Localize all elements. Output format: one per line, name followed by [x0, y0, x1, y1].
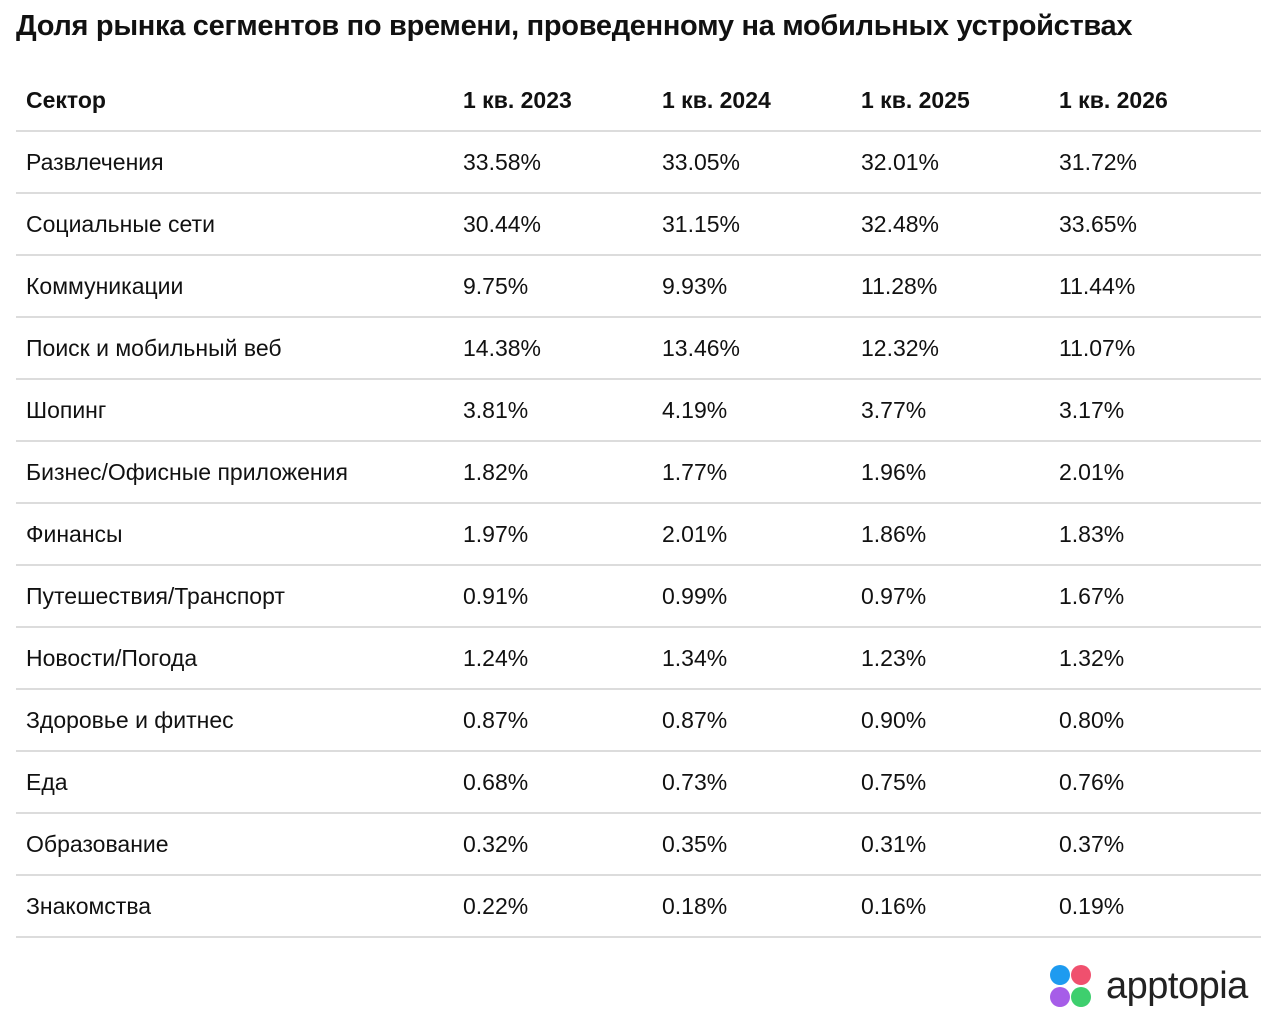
share-value-cell: 0.19% — [1059, 893, 1125, 919]
page-title: Доля рынка сегментов по времени, проведе… — [16, 10, 1133, 42]
sector-name-cell: Образование — [26, 831, 169, 857]
share-value-cell: 2.01% — [662, 521, 728, 547]
column-header: 1 кв. 2024 — [662, 87, 771, 113]
logo-dot-pink — [1071, 965, 1091, 985]
share-value-cell: 13.46% — [662, 335, 741, 361]
share-value-cell: 0.32% — [463, 831, 529, 857]
column-header: Сектор — [26, 87, 106, 113]
share-value-cell: 0.87% — [463, 707, 529, 733]
column-header: 1 кв. 2023 — [463, 87, 572, 113]
table-header-row: Сектор 1 кв. 2023 1 кв. 2024 1 кв. 2025 … — [16, 70, 1261, 132]
sector-name-cell: Развлечения — [26, 149, 164, 175]
sector-name-cell: Путешествия/Транспорт — [26, 583, 285, 609]
sector-name-cell: Социальные сети — [26, 211, 215, 237]
table-row: Поиск и мобильный веб 14.38% 13.46% 12.32% 1… — [16, 318, 1261, 380]
share-value-cell: 32.48% — [861, 211, 940, 237]
share-value-cell: 0.37% — [1059, 831, 1125, 857]
share-value-cell: 31.15% — [662, 211, 741, 237]
share-value-cell: 1.77% — [662, 459, 728, 485]
share-value-cell: 0.73% — [662, 769, 728, 795]
share-value-cell: 11.28% — [861, 273, 938, 299]
sector-name-cell: Здоровье и фитнес — [26, 707, 234, 733]
share-value-cell: 1.23% — [861, 645, 927, 671]
table-row: Здоровье и фитнес 0.87% 0.87% 0.90% 0.80% — [16, 690, 1261, 752]
table-row: Образование 0.32% 0.35% 0.31% 0.37% — [16, 814, 1261, 876]
apptopia-logo: apptopia — [1048, 962, 1263, 1012]
table-row: Еда 0.68% 0.73% 0.75% 0.76% — [16, 752, 1261, 814]
share-value-cell: 11.44% — [1059, 273, 1136, 299]
logo-text: apptopia — [1106, 965, 1248, 1007]
table-row: Знакомства 0.22% 0.18% 0.16% 0.19% — [16, 876, 1261, 938]
share-value-cell: 1.24% — [463, 645, 529, 671]
share-value-cell: 4.19% — [662, 397, 728, 423]
share-value-cell: 0.97% — [861, 583, 927, 609]
sector-name-cell: Коммуникации — [26, 273, 184, 299]
share-value-cell: 0.16% — [861, 893, 927, 919]
share-value-cell: 0.68% — [463, 769, 529, 795]
table-row: Финансы 1.97% 2.01% 1.86% 1.83% — [16, 504, 1261, 566]
share-value-cell: 9.75% — [463, 273, 529, 299]
share-value-cell: 0.75% — [861, 769, 927, 795]
share-value-cell: 9.93% — [662, 273, 728, 299]
share-value-cell: 0.99% — [662, 583, 728, 609]
share-value-cell: 0.31% — [861, 831, 927, 857]
share-value-cell: 0.76% — [1059, 769, 1125, 795]
share-value-cell: 30.44% — [463, 211, 542, 237]
share-value-cell: 0.80% — [1059, 707, 1125, 733]
sector-name-cell: Поиск и мобильный веб — [26, 335, 282, 361]
share-value-cell: 0.22% — [463, 893, 529, 919]
sector-name-cell: Еда — [26, 769, 68, 795]
share-value-cell: 0.35% — [662, 831, 728, 857]
share-value-cell: 3.77% — [861, 397, 927, 423]
share-value-cell: 32.01% — [861, 149, 940, 175]
share-value-cell: 11.07% — [1059, 335, 1136, 361]
share-value-cell: 1.82% — [463, 459, 529, 485]
share-value-cell: 14.38% — [463, 335, 542, 361]
share-value-cell: 1.67% — [1059, 583, 1125, 609]
table-row: Путешествия/Транспорт 0.91% 0.99% 0.97% 1.67… — [16, 566, 1261, 628]
share-value-cell: 2.01% — [1059, 459, 1125, 485]
share-value-cell: 1.34% — [662, 645, 728, 671]
sector-name-cell: Новости/Погода — [26, 645, 198, 671]
share-value-cell: 0.18% — [662, 893, 728, 919]
share-value-cell: 33.58% — [463, 149, 542, 175]
share-value-cell: 3.17% — [1059, 397, 1125, 423]
share-value-cell: 1.83% — [1059, 521, 1125, 547]
table-row: Шопинг 3.81% 4.19% 3.77% 3.17% — [16, 380, 1261, 442]
share-value-cell: 33.65% — [1059, 211, 1138, 237]
sector-name-cell: Бизнес/Офисные приложения — [26, 459, 348, 485]
logo-dot-purple — [1050, 987, 1070, 1007]
share-value-cell: 1.32% — [1059, 645, 1125, 671]
table-row: Коммуникации 9.75% 9.93% 11.28% 11.44% — [16, 256, 1261, 318]
logo-dot-green — [1071, 987, 1091, 1007]
sector-name-cell: Знакомства — [26, 893, 152, 919]
table-row: Развлечения 33.58% 33.05% 32.01% 31.72% — [16, 132, 1261, 194]
share-value-cell: 3.81% — [463, 397, 529, 423]
share-value-cell: 1.97% — [463, 521, 529, 547]
table-row: Социальные сети 30.44% 31.15% 32.48% 33.65% — [16, 194, 1261, 256]
logo-dot-blue — [1050, 965, 1070, 985]
share-value-cell: 1.96% — [861, 459, 927, 485]
share-value-cell: 0.90% — [861, 707, 927, 733]
sector-name-cell: Финансы — [26, 521, 123, 547]
share-value-cell: 0.91% — [463, 583, 529, 609]
data-table: Сектор 1 кв. 2023 1 кв. 2024 1 кв. 2025 … — [16, 70, 1261, 938]
table-row: Новости/Погода 1.24% 1.34% 1.23% 1.32% — [16, 628, 1261, 690]
share-value-cell: 1.86% — [861, 521, 927, 547]
table-row: Бизнес/Офисные приложения 1.82% 1.77% 1.96%… — [16, 442, 1261, 504]
column-header: 1 кв. 2026 — [1059, 87, 1168, 113]
share-value-cell: 33.05% — [662, 149, 741, 175]
share-value-cell: 0.87% — [662, 707, 728, 733]
share-value-cell: 31.72% — [1059, 149, 1138, 175]
column-header: 1 кв. 2025 — [861, 87, 970, 113]
sector-name-cell: Шопинг — [26, 397, 107, 423]
share-value-cell: 12.32% — [861, 335, 940, 361]
apptopia-logo-icon — [1050, 965, 1091, 1007]
